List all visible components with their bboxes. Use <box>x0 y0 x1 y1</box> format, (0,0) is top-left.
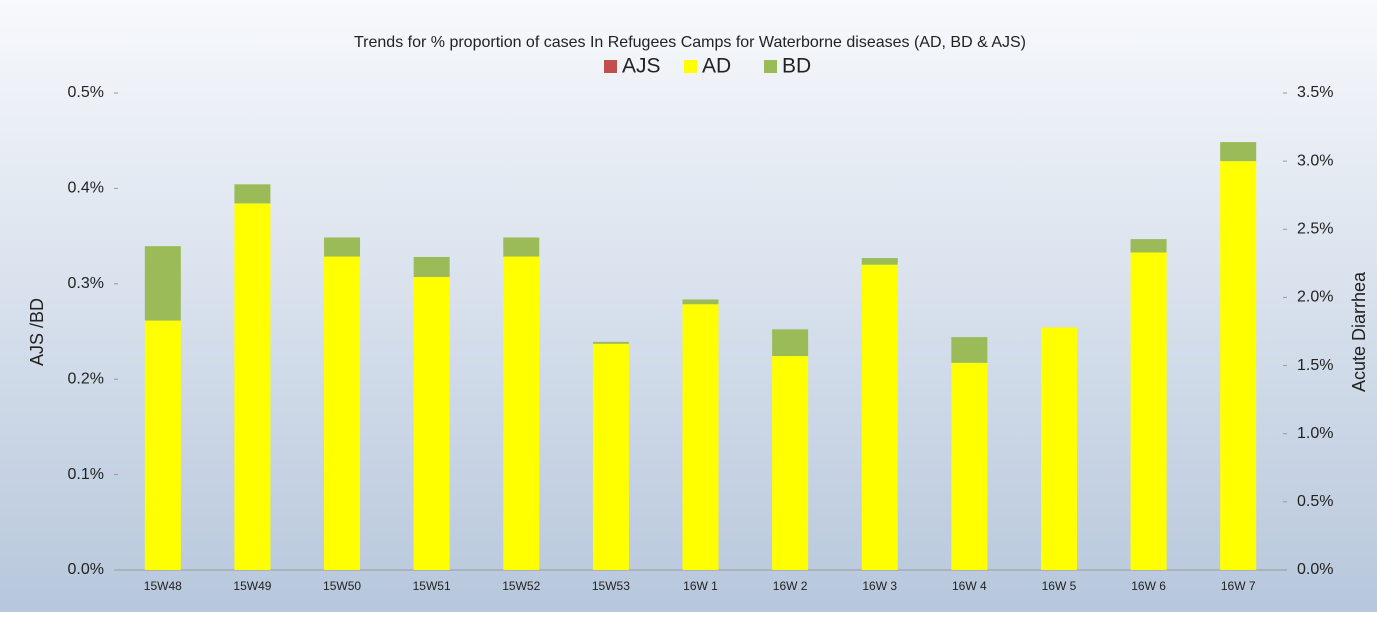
y2-tick-label: 2.0% <box>1297 289 1333 306</box>
x-tick-label: 16W 2 <box>773 579 808 593</box>
bar-segment <box>1220 142 1257 162</box>
bar-segment <box>144 320 181 570</box>
bar-segment <box>144 246 181 321</box>
bar-segment <box>413 256 450 277</box>
bar-segment <box>1130 252 1167 570</box>
bar-segment <box>1040 327 1077 570</box>
bar-segment <box>234 203 271 571</box>
bar-segment <box>503 256 540 570</box>
y-tick-label: 0.4% <box>68 180 104 197</box>
bar-segment <box>682 304 719 570</box>
y-axis-label: AJS /BD <box>27 298 47 366</box>
bar-segment <box>503 237 540 257</box>
bar-segment <box>234 184 271 204</box>
bar-segment <box>324 256 361 570</box>
y-tick-label: 0.0% <box>68 561 104 578</box>
legend-swatch <box>604 60 617 73</box>
bar-segment <box>682 299 719 305</box>
chart-title: Trends for % proportion of cases In Refu… <box>354 34 1026 51</box>
y-tick-label: 0.2% <box>68 370 104 387</box>
x-tick-label: 16W 7 <box>1221 579 1256 593</box>
legend-swatch <box>764 60 777 73</box>
bar-segment <box>861 264 898 570</box>
y2-tick-label: 3.0% <box>1297 152 1333 169</box>
bar-segment <box>861 258 898 265</box>
x-tick-label: 15W48 <box>144 579 182 593</box>
x-tick-label: 15W52 <box>502 579 540 593</box>
bar-segment <box>592 341 629 344</box>
y2-tick-label: 0.0% <box>1297 561 1333 578</box>
y2-tick-label: 1.5% <box>1297 357 1333 374</box>
x-tick-label: 16W 5 <box>1042 579 1077 593</box>
y2-tick-label: 1.0% <box>1297 425 1333 442</box>
bar-segment <box>951 337 988 363</box>
y-tick-label: 0.1% <box>68 466 104 483</box>
x-tick-label: 15W50 <box>323 579 361 593</box>
bar-segment <box>1220 161 1257 570</box>
y2-tick-label: 0.5% <box>1297 493 1333 510</box>
legend-label: AD <box>702 55 731 78</box>
bar-segment <box>1130 239 1167 253</box>
y-tick-label: 0.5% <box>68 84 104 101</box>
y-tick-label: 0.3% <box>68 275 104 292</box>
x-tick-label: 15W53 <box>592 579 630 593</box>
legend-swatch <box>684 60 697 73</box>
bar-segment <box>772 329 809 357</box>
legend-label: BD <box>782 55 811 78</box>
legend-label: AJS <box>622 55 661 78</box>
x-tick-label: 16W 1 <box>683 579 718 593</box>
bar-segment <box>592 343 629 570</box>
bar-segment <box>772 356 809 570</box>
x-tick-label: 16W 3 <box>862 579 897 593</box>
bar-segment <box>413 276 450 570</box>
bar-segment <box>324 237 361 257</box>
x-tick-label: 15W51 <box>413 579 451 593</box>
bar-segment <box>951 362 988 570</box>
x-tick-label: 16W 4 <box>952 579 987 593</box>
y2-tick-label: 3.5% <box>1297 84 1333 101</box>
y2-tick-label: 2.5% <box>1297 221 1333 238</box>
x-tick-label: 15W49 <box>233 579 271 593</box>
y2-axis-label: Acute Diarrhea <box>1349 271 1369 392</box>
x-tick-label: 16W 6 <box>1131 579 1166 593</box>
